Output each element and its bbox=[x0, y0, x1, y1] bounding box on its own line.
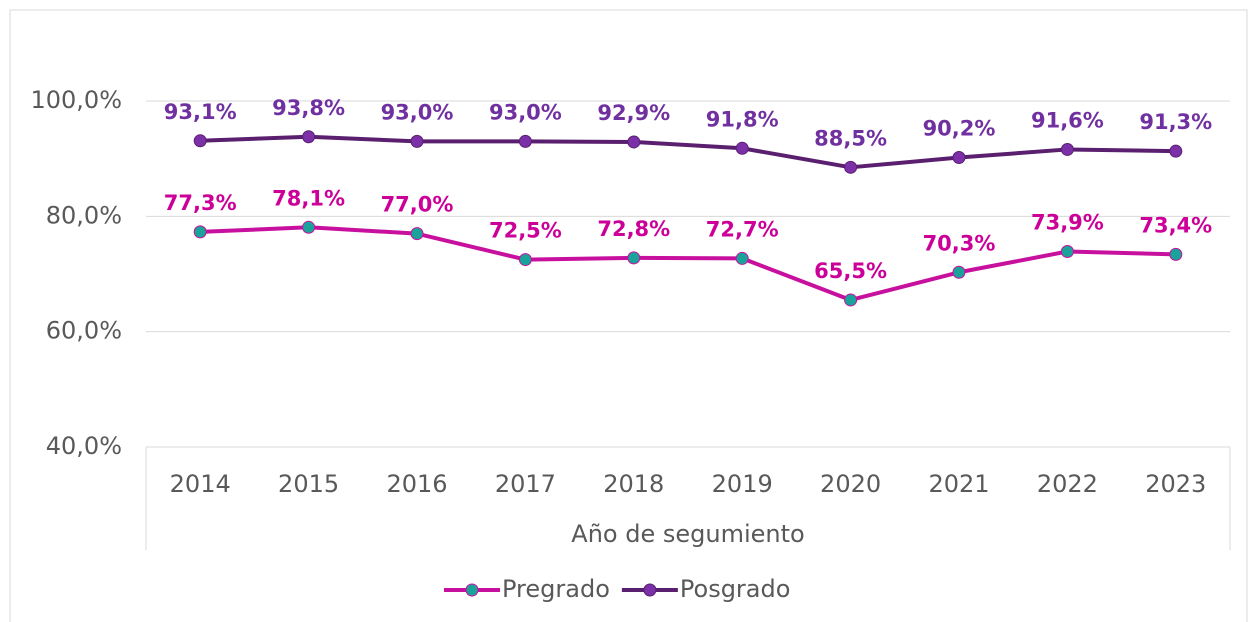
data-label: 93,1% bbox=[164, 100, 237, 124]
marker bbox=[1169, 144, 1183, 158]
marker bbox=[844, 160, 858, 174]
x-tick-label: 2017 bbox=[495, 470, 556, 498]
data-label: 91,6% bbox=[1031, 108, 1104, 132]
y-tick-label: 80,0% bbox=[46, 201, 122, 229]
marker bbox=[844, 293, 858, 307]
marker bbox=[735, 141, 749, 155]
data-label: 70,3% bbox=[923, 231, 996, 255]
series-line bbox=[200, 225, 1176, 302]
data-label: 77,0% bbox=[381, 193, 454, 217]
y-tick-label: 60,0% bbox=[46, 317, 122, 345]
x-tick-label: 2016 bbox=[386, 470, 447, 498]
data-label: 73,4% bbox=[1139, 213, 1212, 237]
data-label: 77,3% bbox=[164, 191, 237, 215]
data-label: 91,3% bbox=[1139, 110, 1212, 134]
x-tick-label: 2014 bbox=[170, 470, 231, 498]
legend-marker bbox=[465, 583, 479, 597]
x-tick-label: 2022 bbox=[1037, 470, 1098, 498]
marker bbox=[518, 253, 532, 267]
x-tick-label: 2018 bbox=[603, 470, 664, 498]
x-tick-label: 2015 bbox=[278, 470, 339, 498]
marker bbox=[627, 135, 641, 149]
marker bbox=[410, 227, 424, 241]
x-tick-label: 2023 bbox=[1145, 470, 1206, 498]
marker bbox=[1169, 247, 1183, 261]
legend-label: Posgrado bbox=[680, 575, 791, 603]
y-tick-label: 40,0% bbox=[46, 432, 122, 460]
x-tick-label: 2020 bbox=[820, 470, 881, 498]
legend-marker bbox=[643, 583, 657, 597]
x-tick-label: 2021 bbox=[928, 470, 989, 498]
marker bbox=[193, 134, 207, 148]
chart-frame bbox=[9, 9, 1248, 622]
data-label: 72,8% bbox=[597, 217, 670, 241]
x-axis-title: Año de segumiento bbox=[571, 520, 804, 548]
data-label: 88,5% bbox=[814, 126, 887, 150]
data-label: 73,9% bbox=[1031, 211, 1104, 235]
data-label: 90,2% bbox=[923, 117, 996, 141]
data-label: 93,8% bbox=[272, 96, 345, 120]
y-tick-label: 100,0% bbox=[30, 86, 122, 114]
marker bbox=[518, 134, 532, 148]
marker bbox=[1060, 142, 1074, 156]
data-label: 72,7% bbox=[706, 217, 779, 241]
marker bbox=[952, 151, 966, 165]
marker bbox=[193, 225, 207, 239]
legend-label: Pregrado bbox=[502, 575, 610, 603]
data-label: 91,8% bbox=[706, 107, 779, 131]
x-tick-label: 2019 bbox=[712, 470, 773, 498]
data-label: 78,1% bbox=[272, 186, 345, 210]
series-line bbox=[200, 134, 1176, 170]
marker bbox=[1060, 245, 1074, 259]
marker bbox=[302, 130, 316, 144]
marker bbox=[735, 251, 749, 265]
marker bbox=[302, 220, 316, 234]
marker bbox=[410, 134, 424, 148]
data-label: 65,5% bbox=[814, 259, 887, 283]
data-label: 93,0% bbox=[381, 100, 454, 124]
marker bbox=[952, 265, 966, 279]
marker bbox=[627, 251, 641, 265]
data-label: 93,0% bbox=[489, 100, 562, 124]
data-label: 72,5% bbox=[489, 219, 562, 243]
data-label: 92,9% bbox=[597, 101, 670, 125]
